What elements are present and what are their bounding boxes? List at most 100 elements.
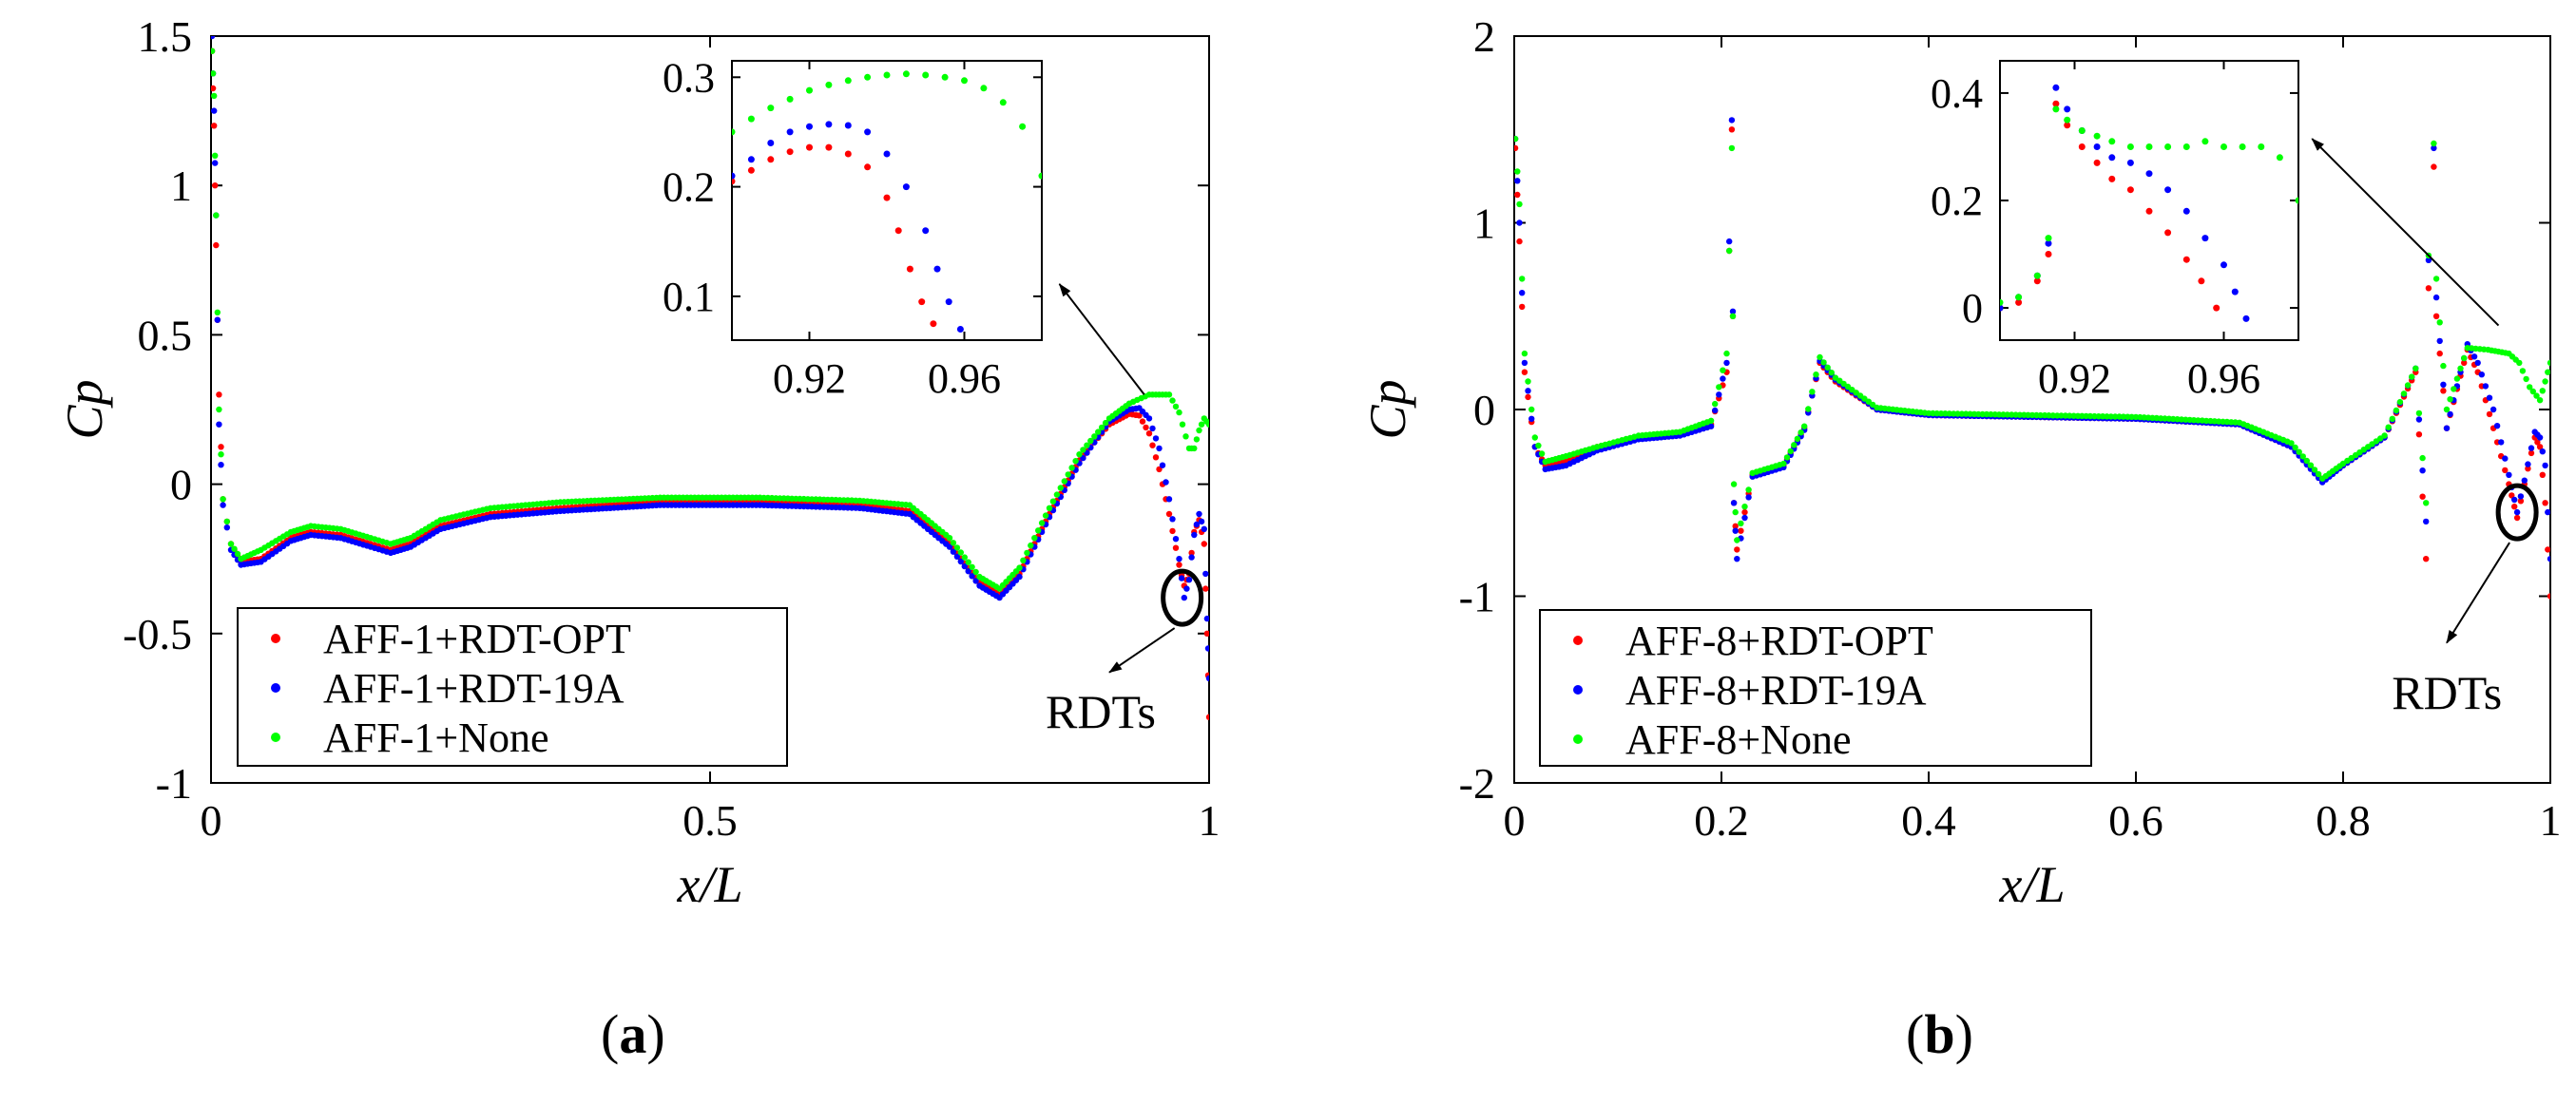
data-point	[1720, 375, 1726, 382]
x-tick-label: 1	[1199, 796, 1221, 845]
data-point	[218, 451, 224, 458]
data-point	[2539, 448, 2546, 455]
data-point	[1165, 496, 1173, 503]
inset-data-point	[2164, 229, 2172, 237]
inset-data-point	[2015, 298, 2023, 306]
inset-data-point	[2126, 143, 2134, 150]
legend-entry: AFF-1+None	[323, 714, 549, 761]
y-tick-label: 1	[1473, 200, 1495, 248]
data-point	[216, 421, 222, 428]
data-point	[969, 573, 975, 580]
data-point	[1091, 433, 1098, 440]
inset-data-point	[732, 172, 736, 180]
y-tick-label: -2	[1459, 759, 1495, 808]
data-point	[1809, 389, 1816, 395]
y-tick-label: 1	[170, 162, 192, 210]
data-point	[1712, 400, 1719, 408]
inset-series-AFF-8+None	[2000, 105, 2298, 306]
legend-marker	[271, 683, 280, 693]
data-point	[1521, 359, 1528, 367]
data-point	[2457, 365, 2464, 372]
data-point	[2419, 467, 2426, 474]
data-point	[1741, 504, 1748, 510]
data-point	[1042, 512, 1049, 519]
panel-b-chart: 0 0.2 0.4 0.6 0.8 1-2-1012x/LCpAFF-8+RDT-OPTA…	[1359, 0, 2562, 913]
x-axis-label: x/L	[1998, 856, 2065, 913]
inset-data-point	[2126, 159, 2134, 166]
panel-a-chart: 0 0.5 1-1-0.500.511.5x/LCpAFF-1+RDT-OPTAFF…	[56, 12, 1221, 913]
data-point	[1732, 523, 1739, 529]
data-point	[1820, 359, 1827, 366]
inset-data-point	[2108, 154, 2116, 162]
data-point	[1196, 510, 1202, 518]
inset-data-point	[767, 105, 775, 112]
caption-a: (a)	[601, 1003, 665, 1065]
data-point	[1794, 435, 1801, 442]
inset-data-point	[2182, 143, 2190, 150]
inset-chart: 0.92 0.96 0.1 0.2 0.3	[663, 54, 1043, 402]
data-point	[2509, 492, 2515, 499]
inset-data-point	[786, 128, 794, 136]
inset-y-tick-label: 0.2	[663, 164, 715, 211]
inset-data-point	[2064, 122, 2071, 129]
data-point	[2431, 140, 2437, 147]
data-point	[2547, 593, 2550, 600]
data-point	[2502, 467, 2509, 474]
data-point	[1049, 498, 1057, 505]
data-point	[1024, 549, 1030, 557]
data-point	[1514, 178, 1521, 184]
data-point	[1716, 384, 1722, 391]
inset-series-AFF-1+RDT-OPT	[732, 143, 937, 328]
data-point	[1519, 290, 1526, 296]
data-point	[1159, 462, 1166, 468]
data-point	[1178, 575, 1185, 581]
data-point	[1102, 419, 1109, 427]
data-point	[1172, 544, 1180, 551]
data-point	[2409, 373, 2415, 380]
data-point	[2489, 406, 2497, 413]
data-point	[211, 107, 218, 114]
data-point	[1817, 353, 1823, 361]
data-point	[1531, 434, 1539, 441]
data-point	[2545, 369, 2550, 375]
data-point	[1165, 510, 1173, 518]
data-point	[946, 543, 953, 550]
plot-area	[211, 36, 1209, 720]
data-point	[2461, 354, 2468, 362]
inset-x-tick-label: 0.92	[2038, 355, 2111, 402]
data-point	[211, 123, 218, 129]
data-point	[2502, 455, 2509, 462]
inset-data-point	[825, 121, 833, 128]
data-point	[2016, 411, 2024, 418]
inset-data-point	[2064, 105, 2071, 113]
data-point	[1145, 415, 1153, 422]
data-point	[2511, 496, 2518, 504]
data-point	[2536, 397, 2544, 404]
data-point	[1136, 412, 1143, 419]
data-point	[1528, 406, 1535, 413]
data-point	[220, 502, 226, 508]
data-point	[1732, 527, 1739, 534]
data-point	[2527, 384, 2533, 391]
inset-data-point	[2052, 100, 2060, 107]
data-point	[2429, 14, 2434, 20]
inset-data-point	[902, 183, 910, 191]
data-point	[231, 545, 238, 552]
data-point	[1728, 126, 1736, 133]
y-tick-label: 0.5	[138, 311, 193, 359]
data-point	[2447, 410, 2453, 418]
data-point	[953, 544, 961, 551]
data-point	[2431, 144, 2437, 152]
data-point	[213, 212, 220, 219]
data-point	[1741, 514, 1748, 522]
data-point	[2423, 500, 2430, 506]
data-point	[1191, 445, 1198, 452]
data-point	[1738, 527, 1744, 534]
inset-data-point	[825, 81, 833, 88]
data-point	[1016, 573, 1023, 581]
data-point	[1193, 521, 1201, 528]
data-point	[1828, 370, 1836, 376]
data-point	[2429, 0, 2434, 2]
data-point	[2423, 556, 2430, 562]
data-point	[214, 316, 221, 323]
